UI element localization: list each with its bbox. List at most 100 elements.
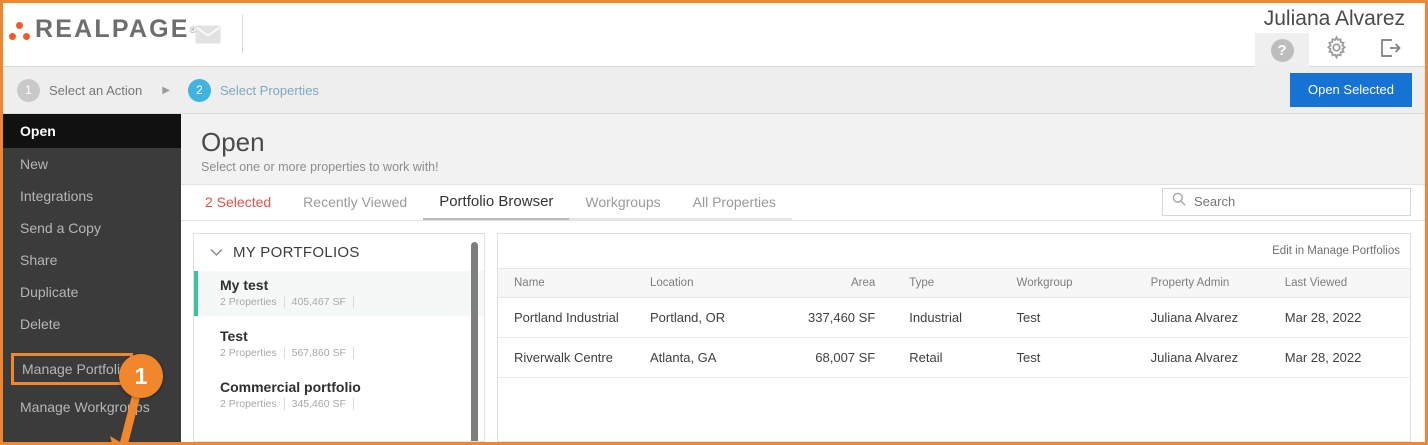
logout-icon — [1378, 36, 1402, 65]
cell-type: Retail — [909, 349, 943, 365]
chevron-down-icon — [210, 244, 223, 261]
help-button[interactable]: ? — [1255, 33, 1309, 67]
user-name-label: Juliana Alvarez — [1263, 7, 1405, 30]
callout-badge-1: 1 — [119, 354, 163, 398]
search-input[interactable] — [1194, 194, 1394, 210]
cell-property-admin: Juliana Alvarez — [1150, 309, 1239, 325]
sidebar-divider — [3, 340, 181, 353]
step-1-number: 1 — [17, 78, 40, 102]
column-header-property-admin[interactable]: Property Admin — [1150, 276, 1230, 289]
step-breadcrumb-bar: 1 Select an Action ▶ 2 Select Properties… — [3, 67, 1425, 114]
step-2-label: Select Properties — [219, 82, 319, 98]
my-portfolios-label: MY PORTFOLIOS — [233, 243, 360, 261]
portfolio-name: Test — [220, 327, 248, 344]
header-icon-group: ? — [1255, 33, 1417, 67]
sidebar-item-duplicate[interactable]: Duplicate — [20, 284, 79, 300]
app-body: Open New Integrations Send a Copy Share … — [3, 114, 1425, 442]
column-header-last-viewed[interactable]: Last Viewed — [1284, 276, 1348, 289]
sidebar-item-delete[interactable]: Delete — [20, 316, 61, 332]
breadcrumb-step-2[interactable]: 2 Select Properties — [187, 78, 319, 102]
portfolio-list-panel: MY PORTFOLIOS My test 2 Properties 405,46… — [193, 232, 485, 442]
cell-type: Industrial — [909, 309, 963, 325]
table-header: Name Location Area Type Workgroup Proper… — [498, 268, 1410, 298]
portfolio-area: 405,467 SF — [291, 295, 354, 308]
column-header-type[interactable]: Type — [909, 276, 935, 289]
cell-last-viewed: Mar 28, 2022 — [1284, 309, 1362, 325]
sidebar-item-manage-workgroups[interactable]: Manage Workgroups — [20, 399, 150, 415]
cell-area: 337,460 SF — [808, 309, 876, 325]
my-portfolios-header[interactable]: MY PORTFOLIOS — [194, 234, 484, 271]
tab-all-properties[interactable]: All Properties — [676, 194, 792, 220]
breadcrumb-step-1[interactable]: 1 Select an Action — [17, 78, 143, 102]
tab-recently-viewed[interactable]: Recently Viewed — [303, 193, 408, 210]
sidebar-item-open[interactable]: Open — [3, 114, 181, 148]
content-area: MY PORTFOLIOS My test 2 Properties 405,46… — [181, 220, 1425, 442]
cell-property-admin: Juliana Alvarez — [1150, 349, 1239, 365]
portfolio-item-my-test[interactable]: My test 2 Properties 405,467 SF — [194, 270, 484, 316]
portfolio-property-count: 2 Properties — [220, 295, 285, 308]
page-subtitle: Select one or more properties to work wi… — [201, 159, 439, 174]
cell-workgroup: Test — [1016, 349, 1041, 365]
column-header-workgroup[interactable]: Workgroup — [1016, 276, 1073, 289]
cell-workgroup: Test — [1016, 309, 1041, 325]
envelope-icon[interactable] — [195, 25, 221, 44]
portfolio-item-commercial-portfolio[interactable]: Commercial portfolio 2 Properties 345,460… — [194, 373, 484, 418]
cell-name: Portland Industrial — [514, 309, 619, 325]
step-2-number: 2 — [187, 78, 211, 102]
table-body: Portland Industrial Portland, OR 337,460… — [498, 297, 1410, 378]
sidebar-item-send-a-copy[interactable]: Send a Copy — [20, 220, 101, 236]
page-header: Open Select one or more properties to wo… — [181, 114, 1425, 185]
portfolio-meta: 2 Properties 567,860 SF — [220, 346, 484, 359]
column-header-location[interactable]: Location — [649, 276, 694, 289]
sidebar-item-new[interactable]: New — [20, 156, 49, 172]
help-icon: ? — [1270, 38, 1294, 62]
cell-name: Riverwalk Centre — [514, 349, 613, 365]
left-sidebar: Open New Integrations Send a Copy Share … — [3, 114, 181, 442]
tab-portfolio-browser[interactable]: Portfolio Browser — [423, 193, 570, 220]
app-header: REALPAGE ® Juliana Alvarez ? — [3, 3, 1425, 67]
portfolio-item-test[interactable]: Test 2 Properties 567,860 SF — [194, 322, 484, 367]
portfolio-name: My test — [220, 276, 269, 293]
settings-button[interactable] — [1309, 33, 1363, 67]
registered-mark: ® — [189, 24, 197, 35]
gear-icon — [1324, 35, 1349, 65]
step-1-label: Select an Action — [49, 82, 143, 98]
column-header-area[interactable]: Area — [850, 276, 876, 289]
tab-bar: 2 Selected Recently Viewed Portfolio Bro… — [181, 184, 1425, 221]
portfolio-area: 567,860 SF — [291, 346, 354, 359]
tab-selected-count[interactable]: 2 Selected — [205, 193, 272, 210]
property-table-panel: Edit in Manage Portfolios Name Location … — [497, 232, 1411, 442]
search-icon — [1172, 192, 1186, 211]
open-selected-button[interactable]: Open Selected — [1289, 73, 1412, 107]
table-row[interactable]: Portland Industrial Portland, OR 337,460… — [498, 297, 1410, 338]
column-header-name[interactable]: Name — [514, 276, 545, 289]
tab-workgroups[interactable]: Workgroups — [569, 194, 677, 220]
search-box[interactable] — [1162, 187, 1411, 216]
realpage-logo[interactable]: REALPAGE ® — [9, 17, 196, 42]
portfolio-scrollbar[interactable] — [471, 241, 478, 441]
table-header-row: Name Location Area Type Workgroup Proper… — [498, 268, 1410, 298]
logout-button[interactable] — [1363, 33, 1417, 67]
cell-last-viewed: Mar 28, 2022 — [1284, 349, 1362, 365]
sidebar-item-share[interactable]: Share — [20, 252, 58, 268]
portfolio-property-count: 2 Properties — [220, 397, 285, 410]
main-panel: Open Select one or more properties to wo… — [181, 114, 1425, 442]
realpage-dots-icon — [9, 18, 35, 42]
cell-location: Portland, OR — [649, 309, 726, 325]
brand-name: REALPAGE — [35, 15, 190, 43]
portfolio-area: 345,460 SF — [291, 397, 354, 410]
portfolio-meta: 2 Properties 405,467 SF — [220, 295, 484, 308]
page-title: Open — [201, 127, 265, 157]
cell-location: Atlanta, GA — [649, 349, 717, 365]
portfolio-property-count: 2 Properties — [220, 346, 285, 359]
table-toolbar: Edit in Manage Portfolios — [498, 234, 1410, 268]
table-row[interactable]: Riverwalk Centre Atlanta, GA 68,007 SF R… — [498, 337, 1410, 378]
portfolio-meta: 2 Properties 345,460 SF — [220, 397, 484, 410]
cell-area: 68,007 SF — [815, 349, 876, 365]
portfolio-name: Commercial portfolio — [220, 378, 361, 395]
breadcrumb-arrow-icon: ▶ — [162, 84, 170, 96]
sidebar-item-integrations[interactable]: Integrations — [20, 188, 94, 204]
edit-in-manage-portfolios-link[interactable]: Edit in Manage Portfolios — [1272, 244, 1400, 257]
property-table: Name Location Area Type Workgroup Proper… — [498, 268, 1410, 378]
